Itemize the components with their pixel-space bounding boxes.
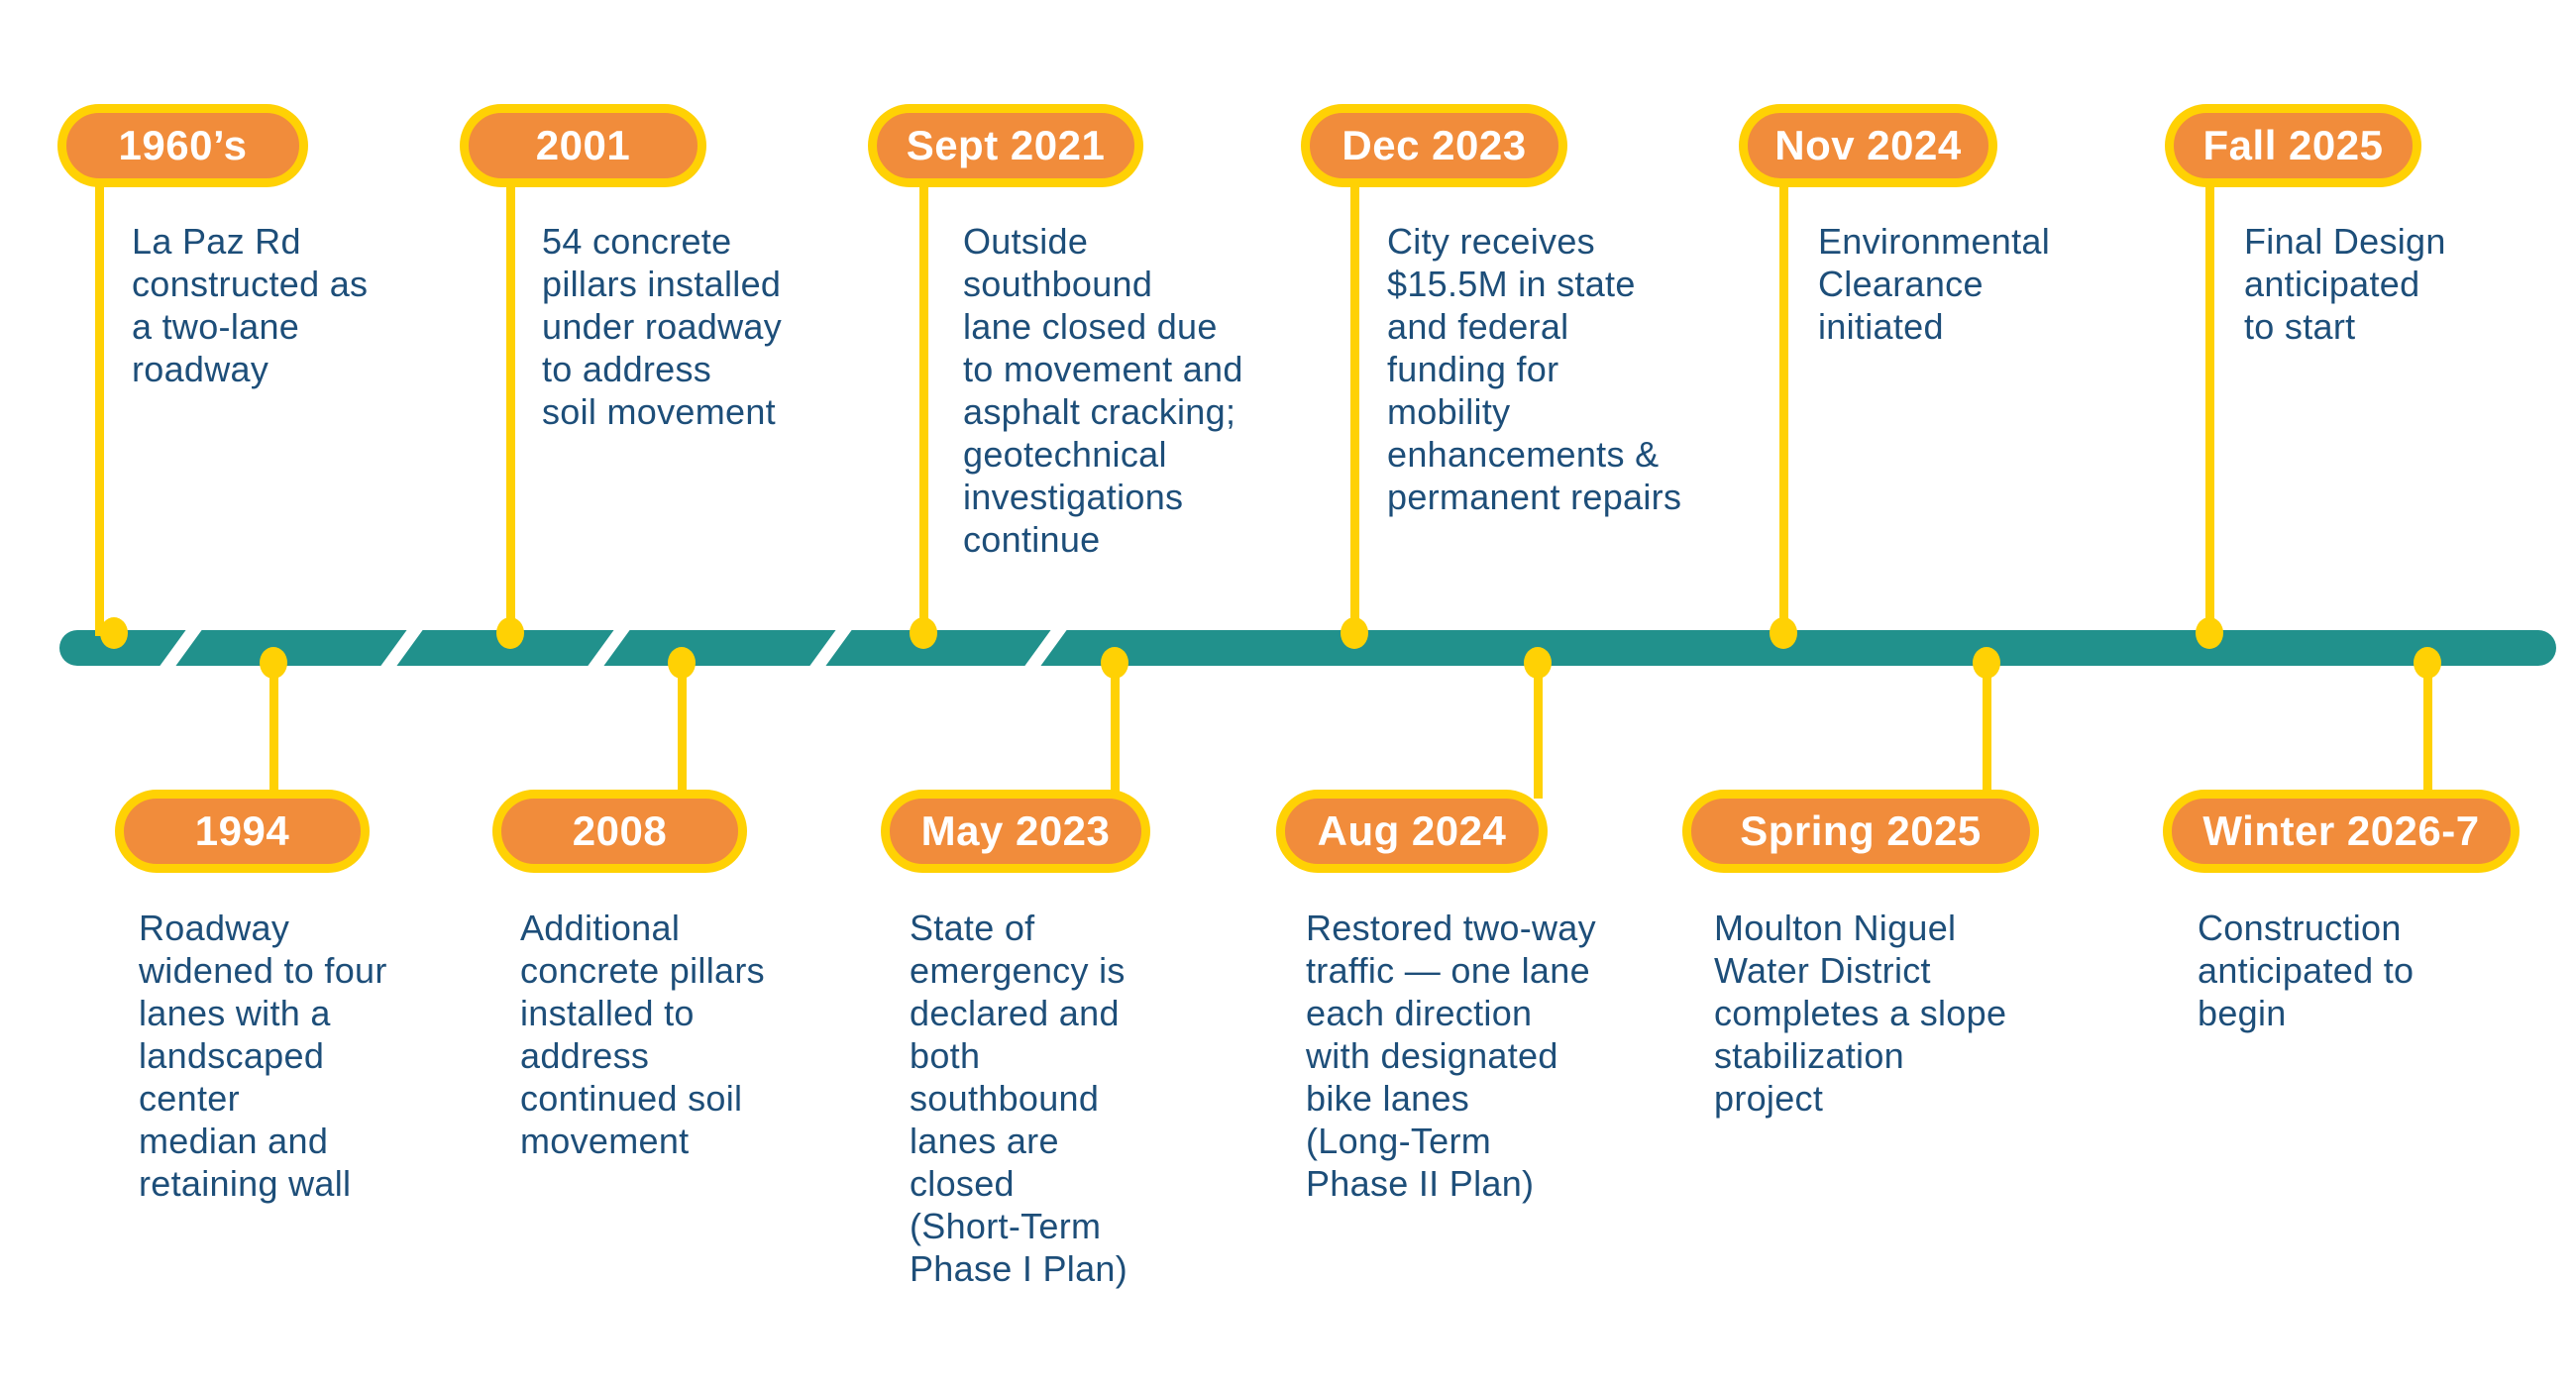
connector-line: [1983, 660, 1991, 799]
date-pill: Spring 2025: [1682, 790, 2039, 873]
event-description: Roadway widened to four lanes with a lan…: [139, 908, 387, 1204]
date-pill: Dec 2023: [1301, 104, 1567, 187]
timeline-break-slash: [805, 630, 856, 666]
timeline-dot: [1341, 617, 1368, 649]
timeline-bar: [59, 630, 2556, 666]
connector-line: [1350, 149, 1359, 636]
date-label: Spring 2025: [1740, 807, 1982, 854]
connector-line: [506, 149, 515, 636]
connector-line: [919, 149, 928, 636]
date-label: Sept 2021: [906, 122, 1106, 168]
connector-line: [2423, 660, 2432, 799]
date-pill: 2001: [460, 104, 706, 187]
timeline-dot: [1524, 647, 1552, 679]
connector-line: [2205, 149, 2214, 636]
event-description: La Paz Rd constructed as a two-lane road…: [132, 221, 369, 389]
timeline-dot: [260, 647, 287, 679]
event-description: State of emergency is declared and both …: [910, 908, 1128, 1289]
timeline-break-slash: [156, 630, 206, 666]
date-label: 2008: [572, 807, 668, 854]
date-pill: 2008: [492, 790, 747, 873]
date-pill: Fall 2025: [2165, 104, 2421, 187]
event-description: Moulton Niguel Water District completes …: [1714, 908, 2007, 1119]
date-label: 1960’s: [118, 122, 248, 168]
timeline-break-slash: [376, 630, 427, 666]
timeline-dot: [668, 647, 696, 679]
event-description: Environmental Clearance initiated: [1818, 221, 2051, 347]
event-description: Additional concrete pillars installed to…: [520, 908, 765, 1161]
date-pill: Winter 2026-7: [2163, 790, 2520, 873]
date-pill: 1994: [115, 790, 370, 873]
date-label: Fall 2025: [2202, 122, 2384, 168]
event-description: 54 concrete pillars installed under road…: [542, 221, 783, 432]
connector-line: [1111, 660, 1120, 799]
date-label: 1994: [194, 807, 290, 854]
date-pill: Nov 2024: [1739, 104, 1997, 187]
timeline-dot: [910, 617, 937, 649]
timeline-dot: [100, 617, 128, 649]
connector-line: [678, 660, 687, 799]
connector-line: [95, 149, 104, 636]
event-description: Outside southbound lane closed due to mo…: [963, 221, 1243, 560]
date-label: 2001: [535, 122, 631, 168]
timeline-dot: [2196, 617, 2223, 649]
date-label: Dec 2023: [1342, 122, 1527, 168]
timeline-dot: [2414, 647, 2441, 679]
date-label: May 2023: [920, 807, 1111, 854]
timeline-dot: [496, 617, 524, 649]
timeline-break-slash: [584, 630, 634, 666]
event-description: Restored two-way traffic — one lane each…: [1306, 908, 1596, 1204]
date-pill: Aug 2024: [1276, 790, 1548, 873]
event-description: Construction anticipated to begin: [2198, 908, 2415, 1033]
event-description: Final Design anticipated to start: [2244, 221, 2446, 347]
connector-line: [269, 660, 278, 799]
timeline-dot: [1101, 647, 1128, 679]
date-pill: 1960’s: [57, 104, 308, 187]
date-label: Nov 2024: [1774, 122, 1962, 168]
event-description: City receives $15.5M in state and federa…: [1387, 221, 1682, 517]
date-pill: Sept 2021: [868, 104, 1143, 187]
date-label: Aug 2024: [1317, 807, 1507, 854]
date-label: Winter 2026-7: [2202, 807, 2480, 854]
connector-line: [1779, 149, 1788, 636]
date-pill: May 2023: [881, 790, 1150, 873]
timeline-dot: [1770, 617, 1797, 649]
timeline-dot: [1973, 647, 2000, 679]
timeline-break-slash: [1020, 630, 1071, 666]
connector-line: [1534, 660, 1543, 799]
